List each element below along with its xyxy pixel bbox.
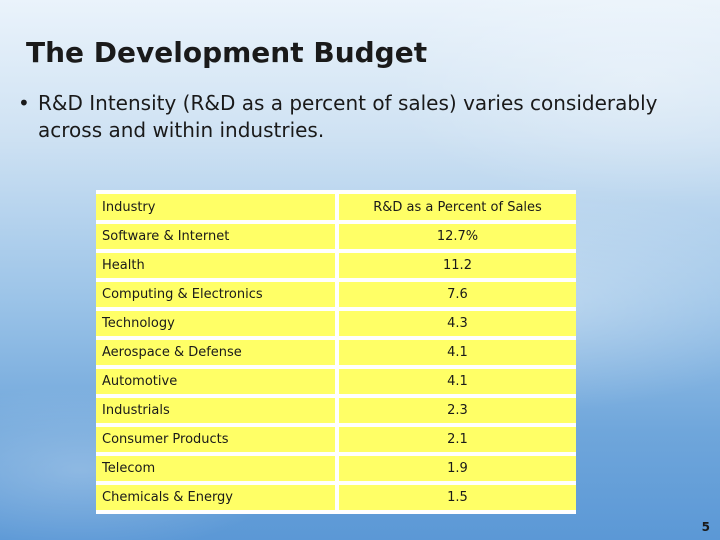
header-industry: Industry — [96, 194, 335, 220]
table-row: Computing & Electronics 7.6 — [96, 282, 576, 307]
industry-cell: Computing & Electronics — [96, 282, 335, 307]
table-row: Software & Internet 12.7% — [96, 224, 576, 249]
bullet-text: R&D Intensity (R&D as a percent of sales… — [38, 91, 658, 142]
bullet-point: • R&D Intensity (R&D as a percent of sal… — [18, 90, 708, 144]
industry-cell: Aerospace & Defense — [96, 340, 335, 365]
industry-cell: Chemicals & Energy — [96, 485, 335, 510]
percent-cell: 2.3 — [335, 398, 576, 423]
table-row: Chemicals & Energy 1.5 — [96, 485, 576, 510]
percent-cell: 4.1 — [335, 369, 576, 394]
industry-cell: Industrials — [96, 398, 335, 423]
slide-number: 5 — [701, 520, 710, 534]
percent-cell: 12.7% — [335, 224, 576, 249]
rd-intensity-table: Industry R&D as a Percent of Sales Softw… — [96, 190, 576, 514]
table-row: Health 11.2 — [96, 253, 576, 278]
header-rd-percent: R&D as a Percent of Sales — [335, 194, 576, 220]
table-row: Aerospace & Defense 4.1 — [96, 340, 576, 365]
percent-cell: 4.3 — [335, 311, 576, 336]
percent-cell: 2.1 — [335, 427, 576, 452]
table-row: Automotive 4.1 — [96, 369, 576, 394]
industry-cell: Health — [96, 253, 335, 278]
bullet-icon: • — [18, 91, 30, 115]
industry-cell: Consumer Products — [96, 427, 335, 452]
table-row: Technology 4.3 — [96, 311, 576, 336]
percent-cell: 11.2 — [335, 253, 576, 278]
percent-cell: 4.1 — [335, 340, 576, 365]
table-row: Telecom 1.9 — [96, 456, 576, 481]
percent-cell: 1.5 — [335, 485, 576, 510]
table-row: Industrials 2.3 — [96, 398, 576, 423]
table-header-row: Industry R&D as a Percent of Sales — [96, 194, 576, 220]
industry-cell: Automotive — [96, 369, 335, 394]
industry-cell: Software & Internet — [96, 224, 335, 249]
table-row: Consumer Products 2.1 — [96, 427, 576, 452]
percent-cell: 1.9 — [335, 456, 576, 481]
industry-cell: Technology — [96, 311, 335, 336]
percent-cell: 7.6 — [335, 282, 576, 307]
slide-title: The Development Budget — [26, 36, 428, 69]
industry-cell: Telecom — [96, 456, 335, 481]
